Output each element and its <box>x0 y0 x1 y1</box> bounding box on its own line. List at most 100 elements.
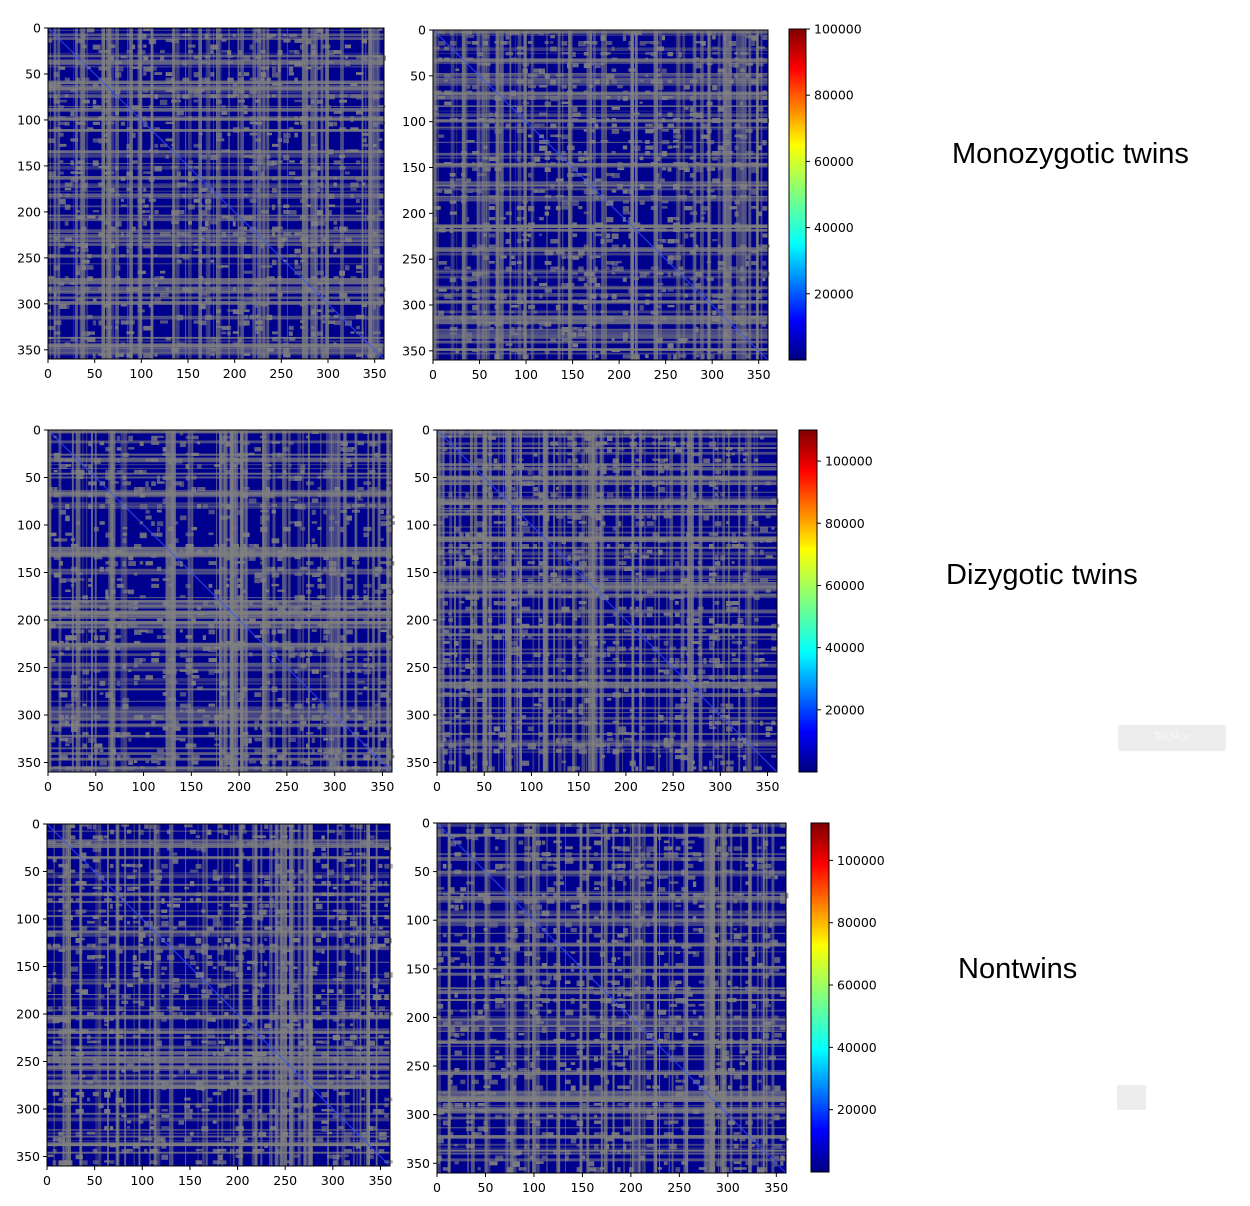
watermark-badge: TskMgr <box>1119 725 1225 749</box>
x-tick-label: 300 <box>321 1173 345 1188</box>
x-tick-label: 100 <box>520 779 544 794</box>
x-tick-label: 0 <box>433 779 441 794</box>
y-tick-label: 150 <box>406 565 430 580</box>
heatmap-panel: 0 50 100 150 200 250 300 3500501001502002503003… <box>16 817 393 1188</box>
y-tick-label: 50 <box>414 864 430 879</box>
y-tick-label: 350 <box>406 755 430 770</box>
colorbar-tick-label: 100000 <box>837 853 885 868</box>
y-tick-label: 200 <box>17 613 41 628</box>
x-tick-label: 50 <box>478 1180 494 1195</box>
y-tick-label: 250 <box>17 660 41 675</box>
y-tick-label: 150 <box>406 961 430 976</box>
x-tick-label: 50 <box>88 779 104 794</box>
axes-frame <box>432 29 769 361</box>
colorbar-tick-label: 80000 <box>814 88 854 103</box>
x-tick-label: 0 <box>433 1180 441 1195</box>
y-tick-label: 200 <box>406 1010 430 1025</box>
x-tick-label: 200 <box>226 1173 250 1188</box>
heatmap-panel: 0 50 100 150 200 250 300 3500501001502002503003… <box>402 23 771 383</box>
y-tick-label: 200 <box>402 206 426 221</box>
x-tick-label: 350 <box>756 779 780 794</box>
axes-frame <box>436 429 778 773</box>
heatmap-texture <box>47 429 395 773</box>
x-tick-label: 300 <box>316 366 340 381</box>
heatmap-panel: 0 50 100 150 200 250 300 3500501001502002503003… <box>406 816 789 1195</box>
y-tick-label: 200 <box>16 1007 40 1022</box>
x-tick-label: 150 <box>179 779 203 794</box>
colorbar-tick-label: 60000 <box>825 578 865 593</box>
y-tick-label: 250 <box>406 660 430 675</box>
y-tick-label: 300 <box>17 296 41 311</box>
y-tick-label: 0 <box>422 423 430 438</box>
y-tick-label: 250 <box>17 250 41 265</box>
y-tick-label: 100 <box>16 912 40 927</box>
x-tick-label: 250 <box>269 366 293 381</box>
colorbar-gradient <box>810 822 830 1173</box>
heatmap-texture <box>436 429 780 773</box>
y-tick-label: 0 <box>418 23 426 38</box>
y-tick-label: 300 <box>406 708 430 723</box>
y-tick-label: 100 <box>406 913 430 928</box>
colorbar-tick-label: 100000 <box>814 22 862 37</box>
y-tick-label: 0 <box>422 816 430 831</box>
x-tick-label: 200 <box>619 1180 643 1195</box>
colorbar-gradient <box>788 28 807 361</box>
heatmap-texture <box>436 822 789 1174</box>
x-tick-label: 0 <box>44 366 52 381</box>
colorbar-tick-label: 40000 <box>825 640 865 655</box>
blank-overlay-box <box>1117 1085 1146 1110</box>
x-tick-label: 200 <box>223 366 247 381</box>
x-tick-label: 250 <box>273 1173 297 1188</box>
y-tick-label: 300 <box>17 708 41 723</box>
y-tick-label: 100 <box>406 518 430 533</box>
x-tick-label: 250 <box>661 779 685 794</box>
x-tick-label: 350 <box>363 366 387 381</box>
x-tick-label: 300 <box>716 1180 740 1195</box>
x-tick-label: 350 <box>764 1180 788 1195</box>
x-tick-label: 100 <box>514 367 538 382</box>
colorbar: 20000 40000 60000 80000 100000 <box>798 429 873 773</box>
axes-frame <box>47 429 393 773</box>
x-tick-label: 300 <box>700 367 724 382</box>
heatmap-panel: 0 50 100 150 200 250 300 3500501001502002503003… <box>406 423 779 795</box>
y-tick-label: 250 <box>406 1059 430 1074</box>
x-tick-label: 0 <box>44 779 52 794</box>
x-tick-label: 100 <box>132 779 156 794</box>
x-tick-label: 0 <box>429 367 437 382</box>
y-tick-label: 150 <box>16 959 40 974</box>
x-tick-label: 350 <box>371 779 395 794</box>
y-tick-label: 50 <box>25 470 41 485</box>
y-tick-label: 350 <box>406 1156 430 1171</box>
y-tick-label: 350 <box>17 342 41 357</box>
y-tick-label: 100 <box>402 114 426 129</box>
y-tick-label: 0 <box>33 423 41 438</box>
y-tick-label: 100 <box>17 112 41 127</box>
row-label-dizygotic: Dizygotic twins <box>946 559 1138 591</box>
colorbar-gradient <box>798 429 818 773</box>
heatmap-texture <box>47 27 386 360</box>
x-tick-label: 100 <box>130 1173 154 1188</box>
y-tick-label: 300 <box>402 298 426 313</box>
colorbar-tick-label: 40000 <box>837 1040 877 1055</box>
x-tick-label: 50 <box>87 1173 103 1188</box>
colorbar-tick-label: 60000 <box>837 978 877 993</box>
y-tick-label: 50 <box>24 864 40 879</box>
y-tick-label: 100 <box>17 518 41 533</box>
x-tick-label: 250 <box>667 1180 691 1195</box>
x-tick-label: 350 <box>747 367 771 382</box>
x-tick-label: 150 <box>561 367 585 382</box>
y-tick-label: 150 <box>17 565 41 580</box>
x-tick-label: 50 <box>476 779 492 794</box>
y-tick-label: 250 <box>16 1054 40 1069</box>
y-tick-label: 350 <box>17 755 41 770</box>
x-tick-label: 200 <box>227 779 251 794</box>
heatmap-panel: 0 50 100 150 200 250 300 3500501001502002503003… <box>17 21 387 382</box>
x-tick-label: 250 <box>275 779 299 794</box>
y-tick-label: 0 <box>32 817 40 832</box>
y-tick-label: 50 <box>410 68 426 83</box>
x-tick-label: 100 <box>522 1180 546 1195</box>
x-tick-label: 0 <box>43 1173 51 1188</box>
x-tick-label: 200 <box>614 779 638 794</box>
heatmap-panel: 0 50 100 150 200 250 300 3500501001502002503003… <box>17 423 395 794</box>
